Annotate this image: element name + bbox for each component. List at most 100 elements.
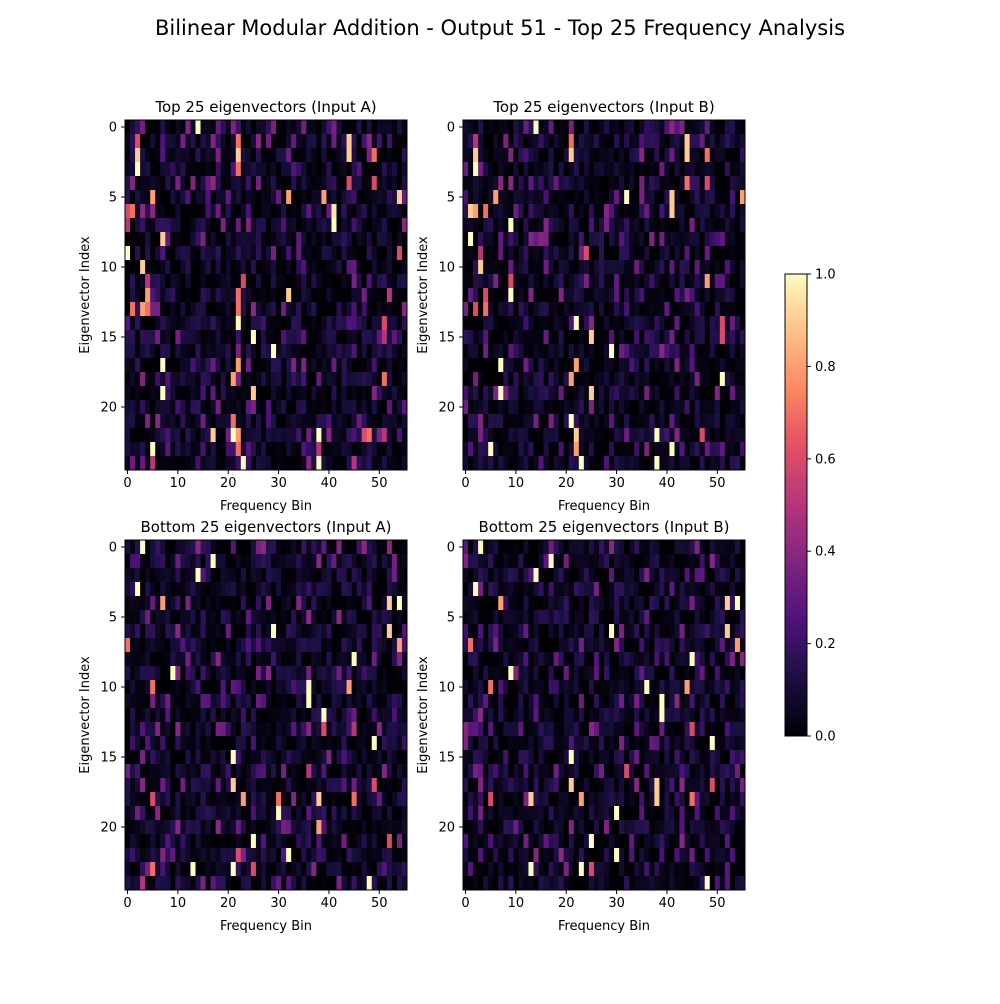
heatmap-cell — [574, 358, 579, 372]
heatmap-cell — [256, 694, 261, 708]
heatmap-cell — [690, 666, 695, 680]
heatmap-cell — [513, 652, 518, 666]
heatmap-cell — [508, 596, 513, 610]
heatmap-cell — [589, 358, 594, 372]
heatmap-cell — [579, 414, 584, 428]
heatmap-cell — [715, 316, 720, 330]
heatmap-cell — [463, 288, 468, 302]
heatmap-cell — [685, 442, 690, 456]
heatmap-cell — [185, 134, 190, 148]
heatmap-cell — [246, 848, 251, 862]
heatmap-cell — [296, 876, 301, 890]
heatmap-cell — [271, 218, 276, 232]
heatmap-cell — [377, 694, 382, 708]
heatmap-cell — [392, 582, 397, 596]
heatmap-cell — [569, 442, 574, 456]
heatmap-cell — [276, 344, 281, 358]
heatmap-cell — [664, 120, 669, 134]
heatmap-cell — [331, 162, 336, 176]
heatmap-cell — [725, 442, 730, 456]
heatmap-cell — [236, 204, 241, 218]
heatmap-cell — [639, 638, 644, 652]
heatmap-cell — [554, 540, 559, 554]
heatmap-cell — [654, 414, 659, 428]
heatmap-cell — [508, 372, 513, 386]
heatmap-cell — [710, 414, 715, 428]
heatmap-cell — [145, 596, 150, 610]
heatmap-cell — [316, 190, 321, 204]
heatmap-cell — [372, 204, 377, 218]
heatmap-cell — [599, 162, 604, 176]
heatmap-cell — [690, 176, 695, 190]
heatmap-cell — [326, 750, 331, 764]
heatmap-cell — [201, 652, 206, 666]
heatmap-cell — [342, 764, 347, 778]
heatmap-cell — [206, 442, 211, 456]
heatmap-cell — [231, 400, 236, 414]
heatmap-cell — [201, 148, 206, 162]
heatmap-cell — [654, 120, 659, 134]
heatmap-cell — [231, 442, 236, 456]
heatmap-cell — [286, 666, 291, 680]
heatmap-cell — [599, 288, 604, 302]
y-tick-label: 15 — [100, 751, 117, 766]
heatmap-cell — [357, 680, 362, 694]
heatmap-cell — [594, 666, 599, 680]
heatmap-cell — [362, 288, 367, 302]
heatmap-cell — [145, 232, 150, 246]
heatmap-cell — [266, 218, 271, 232]
heatmap-cell — [311, 190, 316, 204]
heatmap-cell — [397, 680, 402, 694]
heatmap-cell — [559, 582, 564, 596]
heatmap-cell — [634, 134, 639, 148]
heatmap-cell — [392, 414, 397, 428]
heatmap-cell — [216, 456, 221, 470]
heatmap-cell — [629, 274, 634, 288]
heatmap-cell — [185, 540, 190, 554]
heatmap-cell — [690, 694, 695, 708]
heatmap-cell — [534, 190, 539, 204]
heatmap-cell — [589, 596, 594, 610]
heatmap-cell — [483, 232, 488, 246]
heatmap-cell — [357, 876, 362, 890]
heatmap-cell — [185, 806, 190, 820]
heatmap-cell — [690, 358, 695, 372]
heatmap-cell — [316, 330, 321, 344]
heatmap-cell — [387, 750, 392, 764]
heatmap-cell — [130, 806, 135, 820]
heatmap-cell — [165, 582, 170, 596]
heatmap-cell — [377, 680, 382, 694]
heatmap-cell — [654, 540, 659, 554]
heatmap-cell — [609, 134, 614, 148]
heatmap-cell — [669, 624, 674, 638]
heatmap-cell — [251, 232, 256, 246]
heatmap-cell — [690, 330, 695, 344]
heatmap-cell — [564, 162, 569, 176]
heatmap-cell — [624, 680, 629, 694]
heatmap-cell — [145, 638, 150, 652]
heatmap-cell — [231, 652, 236, 666]
heatmap-cell — [715, 176, 720, 190]
heatmap-cell — [306, 778, 311, 792]
heatmap-cell — [549, 218, 554, 232]
heatmap-cell — [654, 708, 659, 722]
heatmap-cell — [241, 834, 246, 848]
heatmap-cell — [236, 876, 241, 890]
heatmap-cell — [649, 218, 654, 232]
heatmap-cell — [483, 148, 488, 162]
heatmap-cell — [700, 232, 705, 246]
heatmap-cell — [150, 750, 155, 764]
heatmap-cell — [513, 120, 518, 134]
heatmap-cell — [145, 260, 150, 274]
heatmap-cell — [725, 134, 730, 148]
heatmap-cell — [387, 666, 392, 680]
heatmap-cell — [735, 274, 740, 288]
heatmap-cell — [513, 638, 518, 652]
heatmap-cell — [634, 274, 639, 288]
x-tick-label: 30 — [270, 476, 287, 491]
heatmap-cell — [211, 554, 216, 568]
heatmap-cell — [705, 652, 710, 666]
heatmap-cell — [251, 400, 256, 414]
heatmap-cell — [125, 428, 130, 442]
heatmap-cell — [236, 582, 241, 596]
